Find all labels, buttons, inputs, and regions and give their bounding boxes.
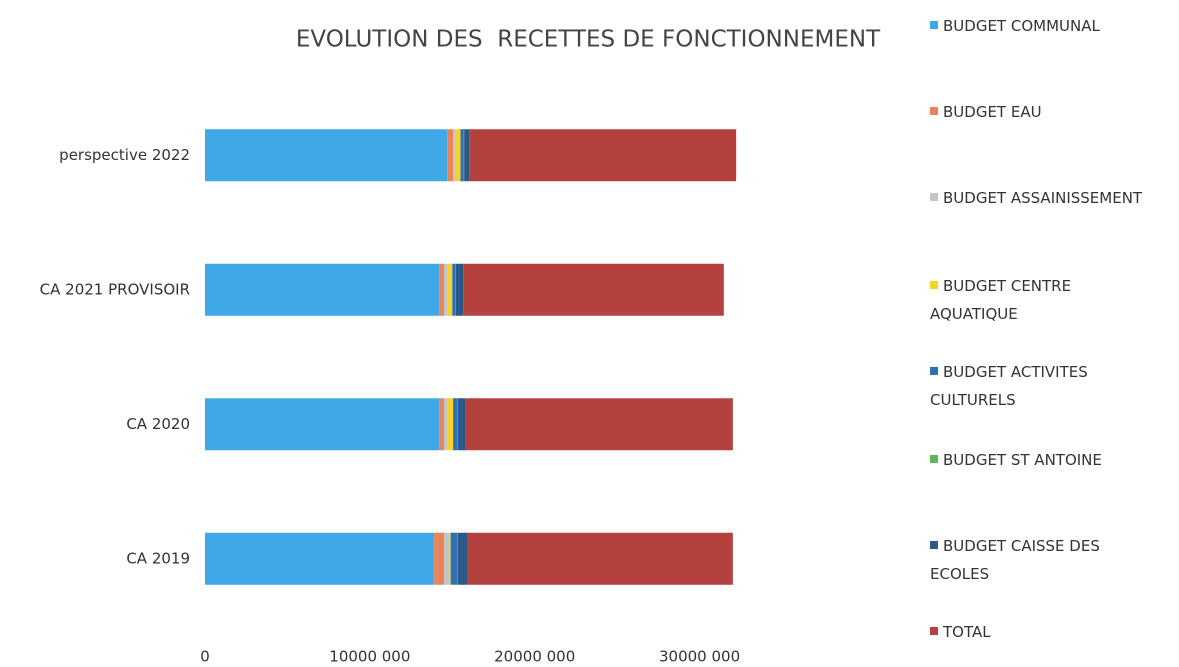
bar-segment	[205, 263, 440, 316]
legend-swatch	[930, 106, 938, 115]
bar-segment	[447, 263, 453, 316]
legend-swatch	[930, 366, 938, 375]
chart-title: EVOLUTION DES RECETTES DE FONCTIONNEMENT	[296, 27, 881, 53]
legend-item: BUDGET COMMUNAL	[930, 12, 1170, 40]
bar-segment	[469, 129, 737, 182]
legend-label: BUDGET EAU	[943, 103, 1042, 121]
legend-item: BUDGET ST ANTOINE	[930, 446, 1170, 474]
legend-swatch	[930, 626, 938, 635]
legend-label: BUDGET COMMUNAL	[943, 17, 1100, 35]
bar-segment	[463, 263, 724, 316]
bar-segment	[455, 263, 464, 316]
legend-label: TOTAL	[943, 623, 991, 641]
legend-swatch	[930, 280, 938, 289]
legend-swatch	[930, 540, 938, 549]
bar-segment	[447, 398, 454, 451]
bar-segment	[453, 129, 456, 182]
bar-segment	[444, 398, 448, 451]
legend-item: BUDGET EAU	[930, 98, 1170, 126]
bar-segment	[453, 398, 458, 451]
legend-label: BUDGET CAISSE DES ECOLES	[930, 537, 1100, 583]
legend-item: TOTAL	[930, 618, 1170, 646]
bar-segment	[455, 129, 461, 182]
x-tick-label: 10000 000	[329, 648, 410, 666]
bar-segment	[205, 129, 448, 182]
x-tick-label: 0	[200, 648, 210, 666]
legend-item: BUDGET ACTIVITES CULTURELS	[930, 358, 1110, 414]
legend-swatch	[930, 20, 938, 29]
bar-segment	[450, 532, 458, 585]
legend-item: BUDGET ASSAINISSEMENT	[930, 184, 1179, 212]
bar-segment	[447, 129, 454, 182]
bar-segment	[467, 532, 733, 585]
y-tick-label: CA 2019	[126, 549, 190, 567]
bar-segment	[439, 263, 445, 316]
bar-segment	[465, 398, 733, 451]
bar-segment	[439, 398, 445, 451]
legend-label: BUDGET ST ANTOINE	[943, 451, 1102, 469]
y-tick-label: perspective 2022	[59, 146, 190, 164]
legend-swatch	[930, 454, 938, 463]
x-tick-label: 20000 000	[494, 648, 575, 666]
bar-segment	[434, 532, 445, 585]
y-tick-label: CA 2021 PROVISOIR	[40, 280, 190, 298]
bar-segment	[444, 532, 449, 585]
bar-segment	[460, 129, 464, 182]
bar-segment	[457, 398, 466, 451]
bar-segment	[444, 263, 448, 316]
bar-segment	[452, 263, 456, 316]
legend-item: BUDGET CENTRE AQUATIQUE	[930, 272, 1090, 328]
y-tick-label: CA 2020	[126, 415, 190, 433]
bar-segment	[205, 532, 435, 585]
legend-label: BUDGET ACTIVITES CULTURELS	[930, 363, 1088, 409]
legend-label: BUDGET CENTRE AQUATIQUE	[930, 277, 1072, 323]
bar-segment	[464, 129, 470, 182]
bar-segment	[205, 398, 440, 451]
bar-segment	[448, 532, 451, 585]
x-tick-label: 30000 000	[659, 648, 740, 666]
legend-swatch	[930, 192, 938, 201]
legend-item: BUDGET CAISSE DES ECOLES	[930, 532, 1120, 588]
legend-label: BUDGET ASSAINISSEMENT	[943, 189, 1143, 207]
bar-segment	[457, 532, 468, 585]
